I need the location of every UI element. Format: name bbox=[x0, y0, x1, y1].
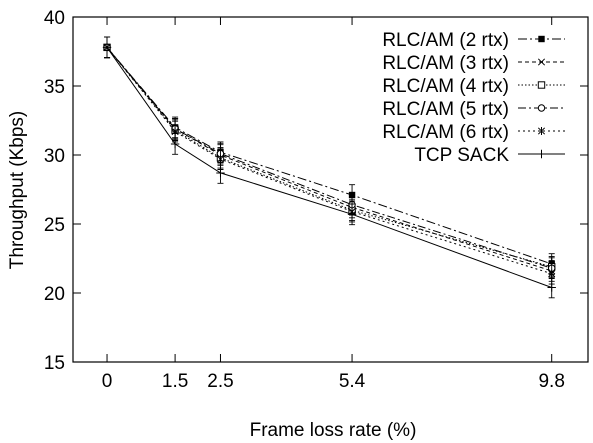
series-layer bbox=[102, 36, 556, 299]
x-tick-label: 5.4 bbox=[339, 371, 366, 392]
point-marker bbox=[537, 127, 546, 135]
y-tick-label: 30 bbox=[44, 146, 65, 167]
legend-entry: RLC/AM (2 rtx) bbox=[382, 30, 565, 51]
x-axis-label: Frame loss rate (%) bbox=[250, 420, 417, 441]
plot-frame bbox=[72, 16, 589, 363]
data-point bbox=[548, 269, 556, 278]
legend-entry: RLC/AM (4 rtx) bbox=[382, 76, 565, 97]
series-line bbox=[106, 47, 552, 269]
data-point bbox=[537, 58, 546, 66]
x-tick-label: 2.5 bbox=[207, 371, 233, 392]
data-point bbox=[547, 283, 556, 292]
data-point bbox=[347, 210, 357, 219]
point-marker bbox=[537, 104, 546, 112]
y-tick-label: 15 bbox=[44, 353, 65, 374]
point-marker bbox=[547, 283, 556, 292]
legend-entry: RLC/AM (5 rtx) bbox=[382, 99, 565, 120]
y-tick-label: 20 bbox=[44, 284, 65, 305]
data-point bbox=[216, 155, 225, 164]
legend-label: RLC/AM (5 rtx) bbox=[382, 99, 509, 120]
point-marker bbox=[548, 269, 556, 278]
legend-label: RLC/AM (2 rtx) bbox=[382, 30, 509, 51]
legend-entry: RLC/AM (3 rtx) bbox=[382, 53, 565, 74]
data-point bbox=[102, 43, 112, 52]
data-point bbox=[537, 81, 546, 89]
x-tick-label: 0 bbox=[102, 371, 113, 392]
point-marker bbox=[537, 149, 546, 159]
point-marker bbox=[347, 210, 357, 219]
legend-label: TCP SACK bbox=[414, 145, 509, 166]
point-marker bbox=[216, 155, 225, 164]
legend: RLC/AM (2 rtx)RLC/AM (3 rtx)RLC/AM (4 rt… bbox=[382, 30, 565, 166]
legend-entry: RLC/AM (6 rtx) bbox=[382, 122, 565, 143]
data-point bbox=[537, 149, 546, 159]
y-tick-label: 25 bbox=[44, 215, 65, 236]
data-point bbox=[538, 35, 545, 43]
point-marker bbox=[170, 139, 180, 149]
data-point bbox=[216, 168, 225, 178]
y-tick-label: 40 bbox=[44, 8, 65, 29]
x-tick-label: 1.5 bbox=[162, 371, 188, 392]
legend-label: RLC/AM (6 rtx) bbox=[382, 122, 509, 143]
y-axis-label: Throughput (Kbps) bbox=[7, 111, 28, 269]
y-tick-label: 35 bbox=[44, 77, 65, 98]
point-marker bbox=[537, 58, 546, 66]
legend-label: RLC/AM (3 rtx) bbox=[382, 53, 509, 74]
point-marker bbox=[538, 35, 545, 43]
point-marker bbox=[102, 43, 112, 52]
legend-label: RLC/AM (4 rtx) bbox=[382, 76, 509, 97]
series-line bbox=[106, 47, 552, 268]
data-point bbox=[537, 127, 546, 135]
point-marker bbox=[216, 168, 225, 178]
legend-entry: TCP SACK bbox=[414, 145, 565, 166]
point-marker bbox=[537, 81, 546, 89]
x-tick-label: 9.8 bbox=[538, 371, 564, 392]
data-point bbox=[170, 139, 180, 149]
series-group bbox=[102, 36, 556, 299]
axis-ticks: 15 20 25 30 35 40 0 1.5 2.5 5.4 9.8 bbox=[44, 8, 588, 392]
data-point bbox=[537, 104, 546, 112]
plot-axes bbox=[72, 16, 589, 363]
